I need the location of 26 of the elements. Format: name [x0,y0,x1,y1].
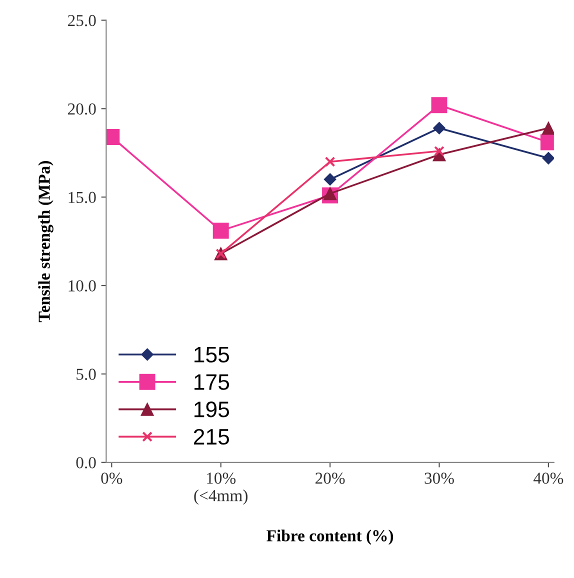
point [324,156,336,167]
y-axis-title: Tensile strength (MPa) [38,161,54,322]
x-axis-title: Fibre content (%) [266,530,394,545]
point [434,146,444,156]
legend-label: 175 [194,374,229,390]
point [433,122,446,134]
x-tick-label: 30% [424,472,454,484]
point [542,152,554,164]
x-tick-label: 40% [534,472,564,484]
point [323,186,337,200]
legend-label: 215 [194,428,229,445]
y-tick-label: 15.0 [68,192,96,204]
y-tick-label: 5.0 [76,368,96,380]
x-tick-label: 20% [316,472,345,484]
y-tick-label: 20.0 [68,103,96,115]
legend-label: 195 [194,402,229,418]
y-tick-label: 10.0 [68,280,96,292]
x-tick-label: 0% [101,472,122,484]
y-tick-label: 25.0 [68,14,96,26]
legend-label: 155 [194,347,229,363]
point [324,173,336,186]
point [212,222,229,239]
y-tick-label: 0.0 [76,457,96,468]
x-tick-label: 10% (<4mm) [194,472,248,505]
point [431,97,448,114]
point [542,122,554,135]
